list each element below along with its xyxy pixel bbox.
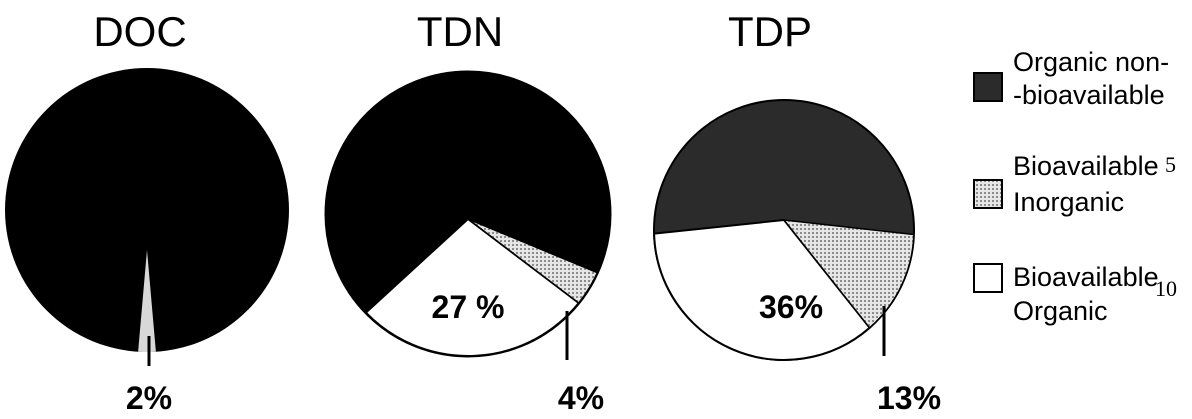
tdn-label-27-percent: 27 % bbox=[432, 289, 505, 325]
tdp-slice-bioavailable-organic bbox=[653, 218, 871, 361]
doc-slice-organic-non-bioavailable bbox=[5, 68, 289, 352]
legend-swatch-bioavailable-inorganic bbox=[973, 179, 1003, 209]
legend-label-organic-non-bioavailable-line2: -bioavailable bbox=[1013, 80, 1165, 110]
tdp-label-36-percent: 36% bbox=[759, 289, 823, 325]
pie-title-tdp: TDP bbox=[728, 8, 812, 55]
pie-title-tdn: TDN bbox=[417, 8, 503, 55]
tdp-slice-bioavailable-inorganic bbox=[782, 219, 915, 329]
line-number-5: 5 bbox=[1165, 152, 1176, 177]
legend-label-bioavailable-organic-line2: Organic bbox=[1013, 296, 1108, 326]
legend-label-organic-non-bioavailable-line1: Organic non- bbox=[1013, 47, 1169, 77]
legend-label-bioavailable-inorganic-line1: Bioavailable bbox=[1013, 151, 1159, 181]
pie-doc bbox=[5, 68, 289, 352]
line-number-10: 10 bbox=[1155, 276, 1177, 301]
legend: Organic non- -bioavailable Bioavailable … bbox=[973, 47, 1169, 326]
legend-swatch-organic-non-bioavailable bbox=[973, 72, 1003, 102]
tdn-slice-bioavailable-organic bbox=[364, 217, 581, 357]
doc-label-2-percent: 2% bbox=[126, 380, 172, 416]
legend-label-bioavailable-organic-line1: Bioavailable bbox=[1013, 262, 1159, 292]
doc-slice-bioavailable-organic bbox=[138, 250, 156, 352]
legend-swatch-bioavailable-organic bbox=[973, 263, 1003, 293]
tdn-slice-bioavailable-inorganic bbox=[467, 218, 599, 305]
pie-title-doc: DOC bbox=[93, 8, 186, 55]
tdn-label-4-percent: 4% bbox=[558, 380, 604, 416]
pie-tdp bbox=[653, 99, 915, 361]
legend-label-bioavailable-inorganic-line2: Inorganic bbox=[1013, 187, 1124, 217]
tdp-label-13-percent: 13% bbox=[877, 380, 941, 416]
pie-tdn bbox=[324, 70, 612, 358]
